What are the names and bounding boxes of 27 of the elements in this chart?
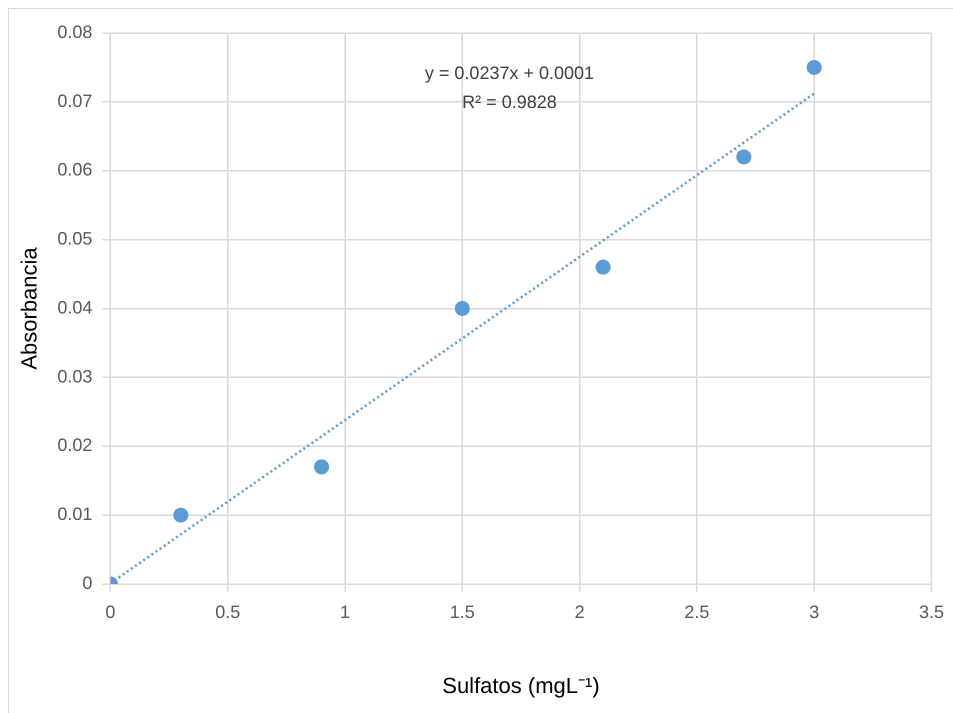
annotation: R² = 0.9828	[462, 92, 557, 112]
point	[736, 149, 752, 164]
x-tick-label: 2.5	[684, 602, 710, 622]
y-tick-label: 0.08	[57, 22, 92, 42]
point	[314, 459, 330, 474]
x-tick-label: 3	[809, 602, 820, 622]
y-tick-label: 0.07	[57, 90, 92, 111]
y-tick-label: 0.03	[57, 366, 92, 386]
y-tick-label: 0.05	[57, 228, 92, 249]
x-axis-title: Sulfatos (mgL⁻¹)	[442, 672, 600, 698]
y-tick-label: 0	[82, 572, 92, 593]
y-tick-label: 0.02	[57, 435, 92, 456]
y-tick-label: 0.04	[57, 297, 92, 318]
x-tick-label: 1	[340, 602, 350, 622]
point	[596, 260, 611, 275]
y-tick-label: 0.01	[57, 504, 92, 524]
y-tick-label: 0.06	[57, 160, 92, 180]
point	[806, 60, 822, 75]
point	[173, 508, 188, 523]
x-tick-label: 0	[105, 602, 116, 622]
annotation: y = 0.0237x + 0.0001	[424, 63, 594, 83]
y-axis-title: Absorbancia	[16, 246, 42, 370]
x-tick-label: 2	[574, 602, 585, 622]
x-tick-label: 0.5	[215, 602, 240, 622]
point	[454, 301, 470, 316]
x-tick-label: 3.5	[918, 602, 944, 622]
x-tick-label: 1.5	[450, 602, 475, 622]
